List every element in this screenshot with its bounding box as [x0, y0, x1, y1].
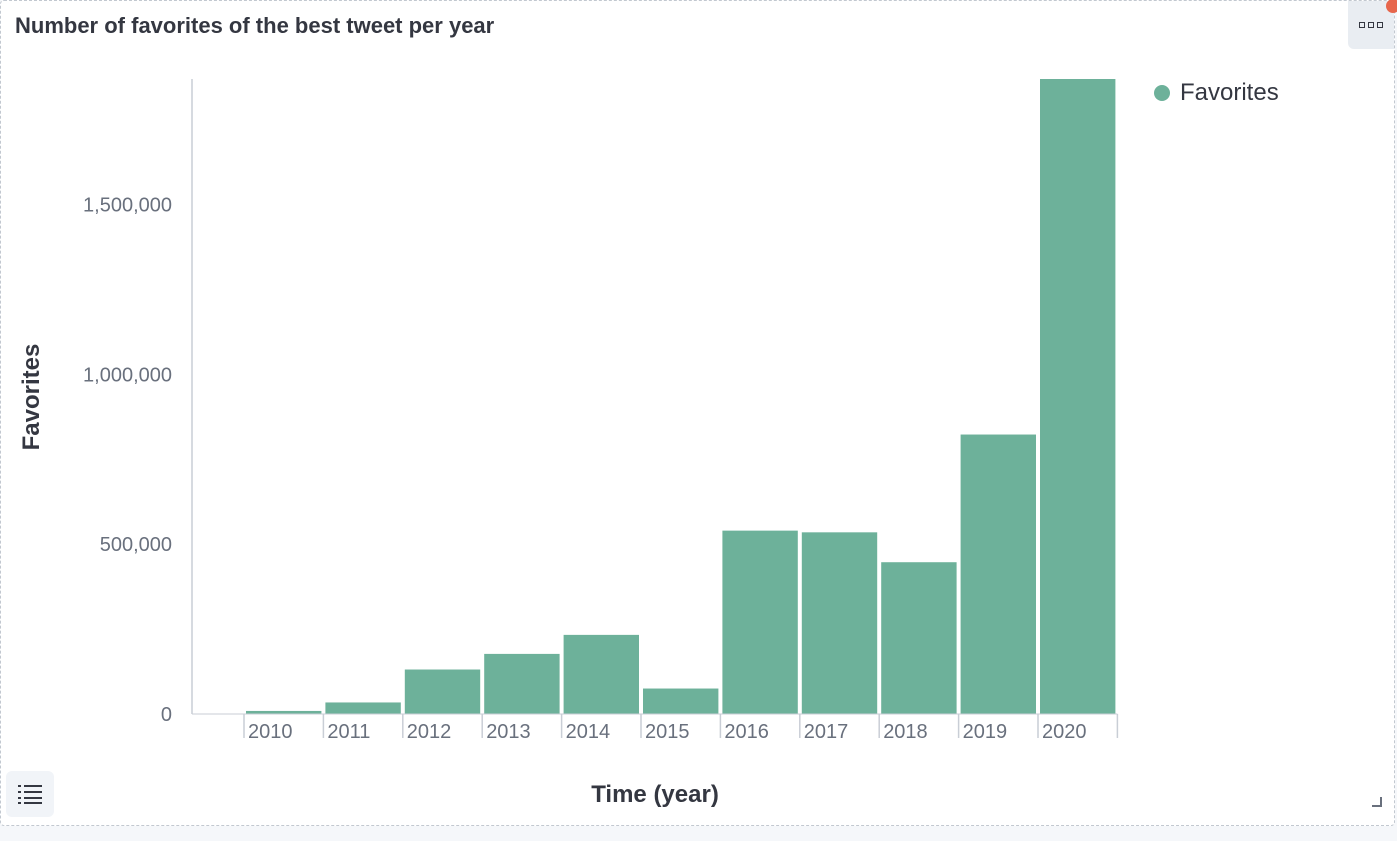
- list-icon: [18, 785, 42, 804]
- legend-label: Favorites: [1180, 79, 1279, 106]
- bar-2020[interactable]: [1040, 79, 1116, 714]
- y-tick-label: 500,000: [100, 534, 172, 556]
- x-axis: 2010 2011 2012 2013 2014 2015 2016 2017 2018 2019…: [192, 713, 1119, 743]
- legend-toggle-button[interactable]: [6, 771, 54, 817]
- x-tick-label: 2019: [963, 721, 1008, 743]
- x-axis-title: Time (year): [591, 781, 719, 808]
- legend-color-dot: [1154, 85, 1170, 101]
- bar-2014[interactable]: [563, 634, 639, 714]
- x-tick-label: 2013: [486, 721, 531, 743]
- y-tick-label: 1,000,000: [83, 364, 172, 386]
- y-tick-label: 0: [161, 704, 172, 726]
- bar-2015[interactable]: [643, 688, 719, 714]
- x-tick-label: 2014: [566, 721, 611, 743]
- x-tick-label: 2011: [327, 721, 370, 743]
- panel-title: Number of favorites of the best tweet pe…: [15, 13, 495, 38]
- more-options-icon-dot-2: [1377, 22, 1383, 28]
- bar-2016[interactable]: [722, 530, 798, 714]
- bar-2013[interactable]: [484, 653, 560, 714]
- more-options-icon-dot: [1368, 22, 1374, 28]
- x-tick-label: 2017: [804, 721, 849, 743]
- x-tick-label: 2018: [883, 721, 928, 743]
- y-axis: 0 500,000 1,000,000 1,500,000: [83, 79, 193, 726]
- y-tick-label: 1,500,000: [83, 195, 172, 217]
- y-axis-title: Favorites: [18, 344, 45, 451]
- bar-2018[interactable]: [881, 562, 957, 714]
- x-tick-label: 2016: [724, 721, 769, 743]
- more-options-icon: [1359, 22, 1365, 28]
- x-tick-label: 2012: [407, 721, 452, 743]
- x-tick-label: 2015: [645, 721, 690, 743]
- x-tick-label: 2010: [248, 721, 293, 743]
- bars-group: [246, 79, 1116, 714]
- bar-2017[interactable]: [801, 532, 878, 714]
- x-tick-label: 2020: [1042, 721, 1087, 743]
- notification-dot: [1386, 0, 1397, 13]
- legend-item-favorites[interactable]: Favorites: [1154, 79, 1279, 107]
- bar-2019[interactable]: [960, 434, 1036, 714]
- bar-2011[interactable]: [325, 702, 401, 714]
- bar-2012[interactable]: [404, 669, 481, 714]
- resize-handle-icon[interactable]: [1372, 797, 1382, 807]
- bar-2010[interactable]: [246, 710, 322, 714]
